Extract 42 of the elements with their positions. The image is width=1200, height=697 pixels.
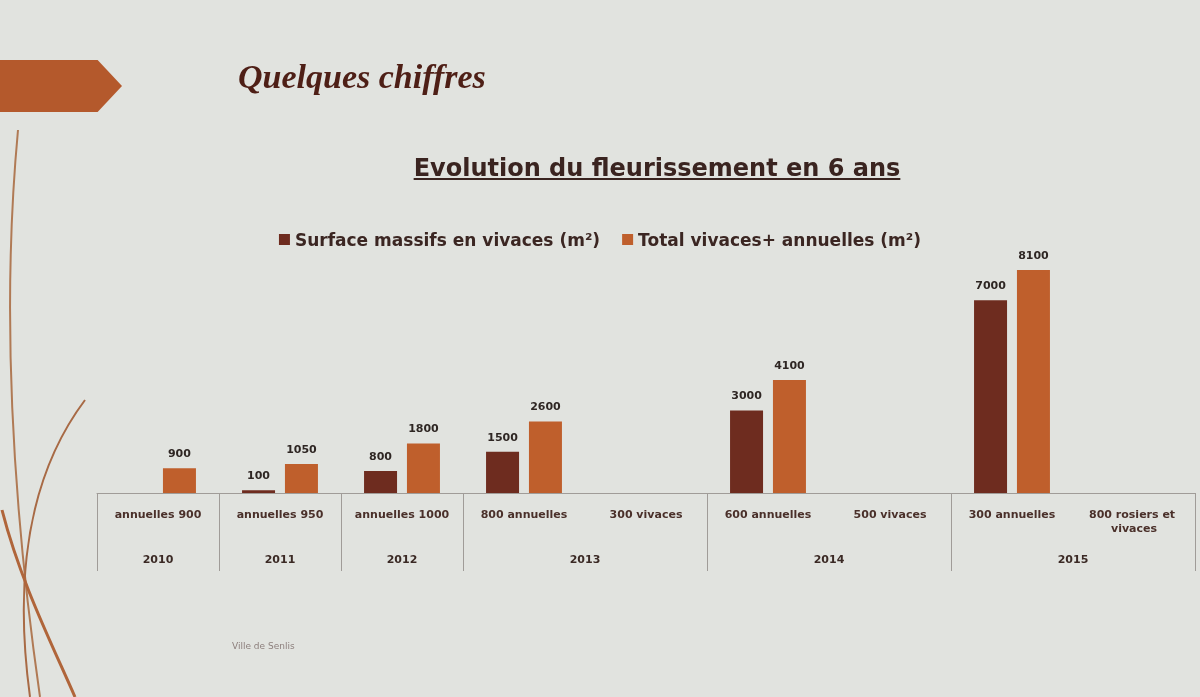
text: 2011 bbox=[264, 552, 296, 566]
x-tick-label: 600 annuelles bbox=[724, 507, 812, 521]
legend-label: Total vivaces+ annuelles (m²) bbox=[638, 229, 922, 250]
text: 2013 bbox=[569, 552, 601, 566]
legend-label: Surface massifs en vivaces (m²) bbox=[294, 229, 601, 250]
x-tick-label: annuelles 900 bbox=[114, 507, 202, 521]
x-tick-label: 800 rosiers et vivaces bbox=[1089, 507, 1179, 535]
x-tick-label: annuelles 950 bbox=[236, 507, 324, 521]
data-label: 4100 bbox=[774, 359, 806, 373]
bar bbox=[730, 410, 764, 493]
bar bbox=[162, 468, 196, 493]
text: Ville de Senlis bbox=[232, 641, 295, 651]
bar bbox=[364, 470, 398, 493]
bar bbox=[486, 451, 520, 493]
chart-subtitle: Evolution du fleurissement en 6 ans bbox=[412, 154, 902, 182]
x-tick-label: annuelles 1000 bbox=[354, 507, 450, 521]
data-label: 8100 bbox=[1018, 249, 1050, 262]
text: 2015 bbox=[1057, 552, 1089, 566]
text: 2010 bbox=[142, 552, 174, 566]
data-label: 800 bbox=[369, 449, 393, 463]
x-tick-label: 300 vivaces bbox=[609, 507, 683, 521]
data-label: 100 bbox=[247, 469, 271, 483]
x-tick-label: 300 annuelles bbox=[968, 507, 1056, 521]
data-label: 1800 bbox=[408, 422, 440, 436]
x-tick-label: 500 vivaces bbox=[853, 507, 927, 521]
data-label: 1050 bbox=[286, 443, 318, 457]
bar bbox=[1016, 270, 1050, 493]
data-label: 2600 bbox=[530, 400, 562, 414]
bar bbox=[242, 490, 276, 493]
data-label: 900 bbox=[167, 447, 192, 461]
bar bbox=[406, 443, 440, 493]
text: 2012 bbox=[386, 552, 418, 566]
bar bbox=[974, 300, 1008, 493]
data-label: 7000 bbox=[975, 279, 1007, 293]
bar bbox=[772, 380, 806, 493]
data-label: 1500 bbox=[487, 430, 519, 444]
data-label: 3000 bbox=[731, 389, 763, 403]
chart-title: Quelques chiffres bbox=[238, 58, 486, 96]
text: 2014 bbox=[813, 552, 845, 566]
bar bbox=[284, 464, 318, 493]
bar bbox=[528, 421, 562, 493]
x-tick-label: 800 annuelles bbox=[480, 507, 568, 521]
